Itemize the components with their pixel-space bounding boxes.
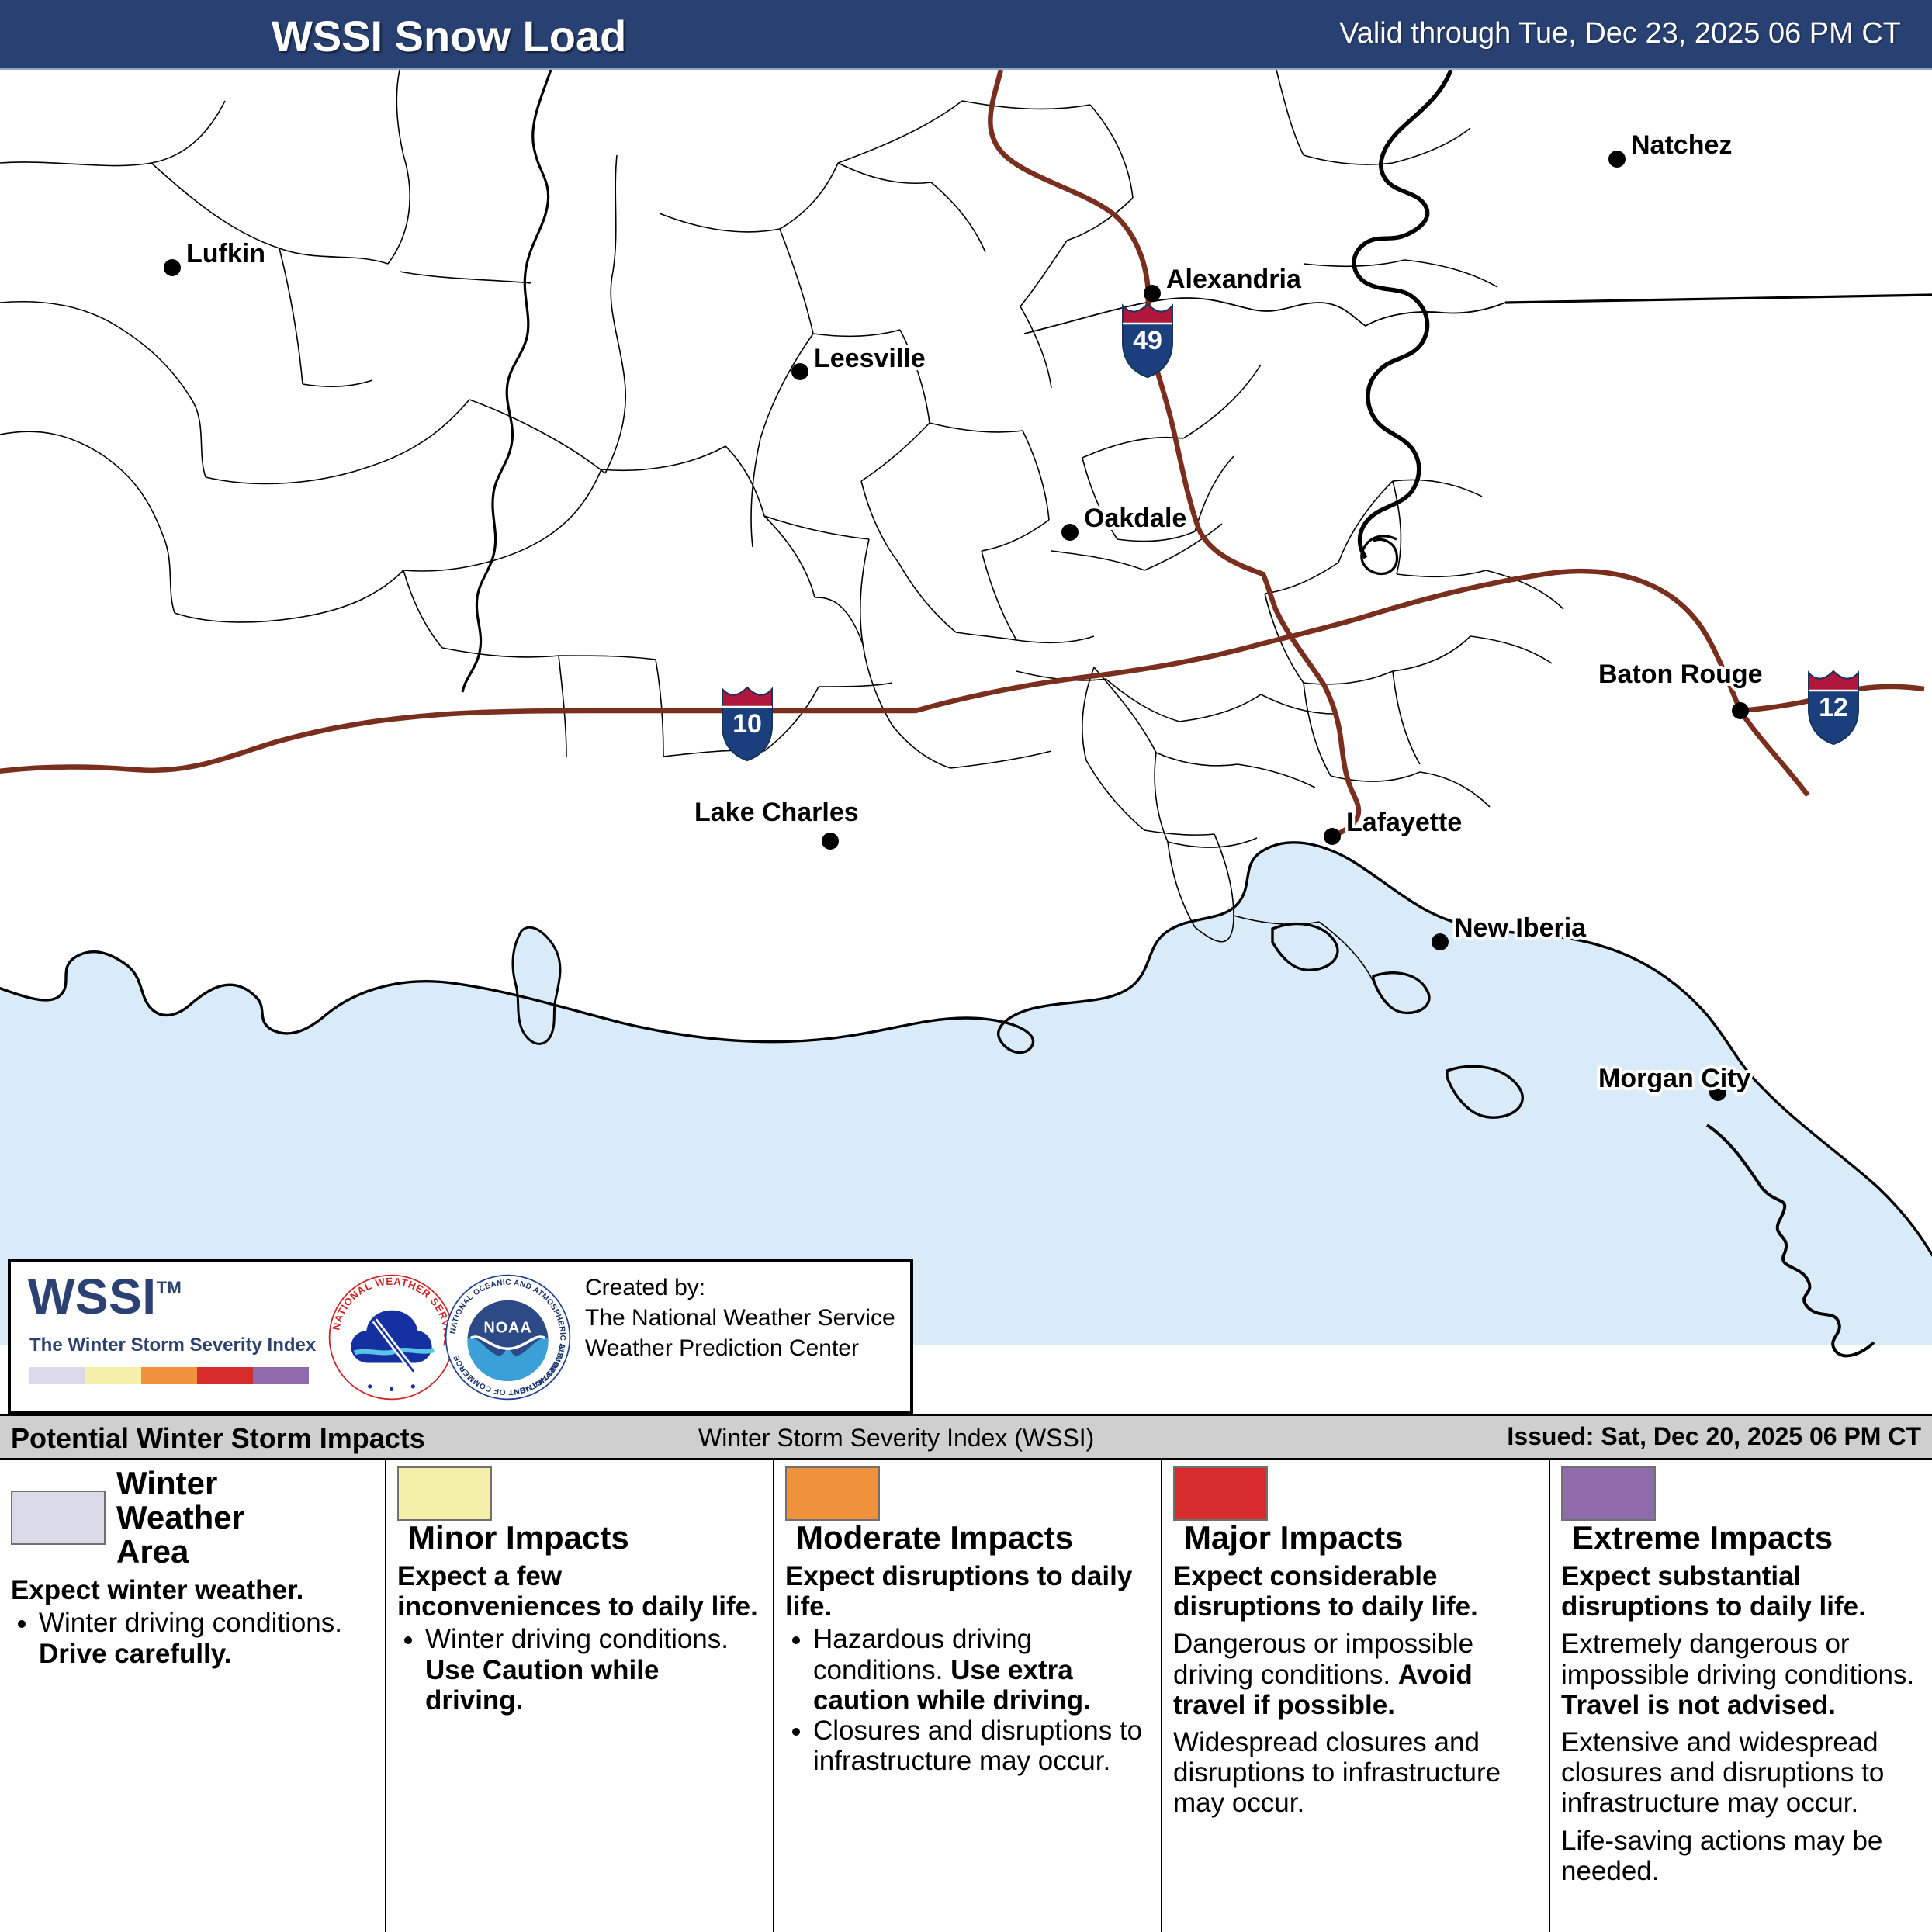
svg-text:Lufkin: Lufkin [186,239,265,268]
svg-text:Natchez: Natchez [1631,130,1732,160]
svg-text:Baton Rouge: Baton Rouge [1598,660,1763,689]
svg-text:Oakdale: Oakdale [1084,504,1186,533]
svg-text:Alexandria: Alexandria [1166,265,1302,294]
svg-text:Morgan City: Morgan City [1598,1064,1751,1093]
svg-text:Lake Charles: Lake Charles [694,798,859,827]
svg-text:10: 10 [732,709,762,739]
svg-text:12: 12 [1819,693,1848,722]
svg-text:New Iberia: New Iberia [1454,913,1587,943]
svg-text:Lafayette: Lafayette [1346,808,1462,837]
svg-text:Leesville: Leesville [814,344,926,373]
svg-text:NOAA: NOAA [483,1319,531,1336]
svg-text:49: 49 [1133,326,1162,355]
